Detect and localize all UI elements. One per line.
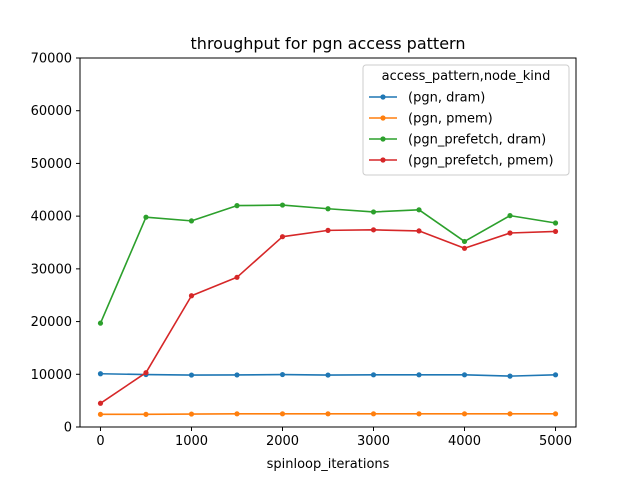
legend-title: access_pattern,node_kind	[382, 69, 551, 84]
series-1-point-5	[325, 411, 331, 417]
y-tick-label-6: 60000	[31, 104, 72, 119]
series-1-point-2	[188, 411, 195, 417]
x-tick-label-0: 0	[96, 434, 104, 449]
legend-entry-0: (pgn, dram)	[369, 91, 485, 106]
x-tick-label-3: 3000	[357, 434, 390, 449]
series-2-point-3	[234, 203, 240, 209]
series-1-point-1	[143, 411, 149, 417]
legend-label-0: (pgn, dram)	[408, 91, 485, 106]
series-3-point-6	[370, 227, 377, 233]
series-0-point-3	[234, 372, 240, 378]
series-0	[97, 371, 559, 379]
series-2-point-10	[552, 220, 559, 226]
series-3-point-1	[143, 370, 149, 376]
series-3-point-10	[552, 228, 559, 235]
legend-label-1: (pgn, pmem)	[408, 112, 493, 127]
series-0-point-2	[188, 372, 195, 378]
series-1-point-3	[234, 411, 240, 417]
series-3-point-5	[325, 227, 331, 233]
y-tick-label-2: 20000	[31, 315, 72, 330]
y-tick-label-1: 10000	[31, 368, 72, 383]
legend-swatch-marker-1	[380, 115, 386, 121]
legend-swatch-marker-2	[380, 136, 386, 142]
series-2-point-1	[143, 214, 149, 220]
y-tick-label-0: 0	[64, 421, 72, 436]
x-axis-label: spinloop_iterations	[267, 457, 390, 472]
x-tick-label-5: 5000	[539, 434, 572, 449]
series-2-point-4	[279, 202, 286, 208]
series-2-point-0	[97, 320, 104, 326]
series-1-point-7	[416, 411, 422, 417]
series-0-point-8	[461, 372, 468, 378]
plot-frame	[79, 57, 577, 428]
series-0-point-0	[97, 371, 104, 377]
series-1-point-4	[279, 411, 286, 417]
series-3-point-7	[416, 228, 422, 234]
series-0-point-6	[370, 372, 377, 378]
legend-entries: (pgn, dram) (pgn, pmem) (pgn_prefetch, dra…	[369, 91, 554, 169]
series-1-point-6	[370, 411, 377, 417]
legend-box	[362, 64, 570, 176]
series-3-point-0	[97, 400, 104, 406]
x-tick-label-1: 1000	[175, 434, 208, 449]
series-3-point-3	[234, 274, 240, 280]
series-3-point-8	[461, 245, 468, 251]
y-tick-label-7: 70000	[31, 52, 72, 67]
series-2-point-8	[461, 238, 468, 245]
chart-title: throughput for pgn access pattern	[191, 34, 466, 53]
legend-entry-2: (pgn_prefetch, dram)	[369, 133, 546, 148]
series-1	[97, 411, 559, 417]
legend-entry-1: (pgn, pmem)	[369, 112, 493, 127]
series-0-point-9	[507, 373, 513, 379]
x-tick-label-4: 4000	[448, 434, 481, 449]
series-0-point-4	[279, 371, 286, 378]
series-0-point-7	[416, 372, 422, 378]
legend-swatch-marker-0	[380, 94, 386, 100]
series-0-point-10	[552, 372, 559, 378]
series-1-point-8	[461, 411, 468, 417]
legend: access_pattern,node_kind (pgn, dram)(pgn…	[362, 64, 570, 176]
series-3-point-4	[279, 234, 286, 240]
series-3-point-2	[188, 293, 195, 299]
y-tick-label-4: 40000	[31, 210, 72, 225]
series-1-point-10	[552, 411, 559, 417]
series-2-point-7	[416, 207, 422, 213]
series-3-point-9	[507, 230, 513, 236]
series-3	[97, 227, 559, 406]
x-axis: 0 1000 2000 3000 4000 5000	[96, 427, 572, 449]
series-2-point-9	[507, 213, 513, 219]
y-tick-label-3: 30000	[31, 262, 72, 277]
series-2-point-6	[370, 209, 377, 215]
series-layer	[97, 202, 559, 417]
legend-label-3: (pgn_prefetch, pmem)	[408, 154, 554, 169]
series-1-point-0	[97, 411, 104, 417]
series-0-point-5	[325, 372, 331, 378]
legend-swatch-marker-3	[380, 157, 386, 163]
series-1-point-9	[507, 411, 513, 417]
series-2-point-2	[188, 218, 195, 224]
series-2-point-5	[325, 206, 331, 212]
series-2	[97, 202, 559, 326]
y-axis: 0 10000 20000 30000 40000 50000 60000 70000	[31, 52, 80, 436]
y-tick-label-5: 50000	[31, 157, 72, 172]
x-tick-label-2: 2000	[266, 434, 299, 449]
legend-entry-3: (pgn_prefetch, pmem)	[369, 154, 554, 169]
legend-label-2: (pgn_prefetch, dram)	[408, 133, 546, 148]
